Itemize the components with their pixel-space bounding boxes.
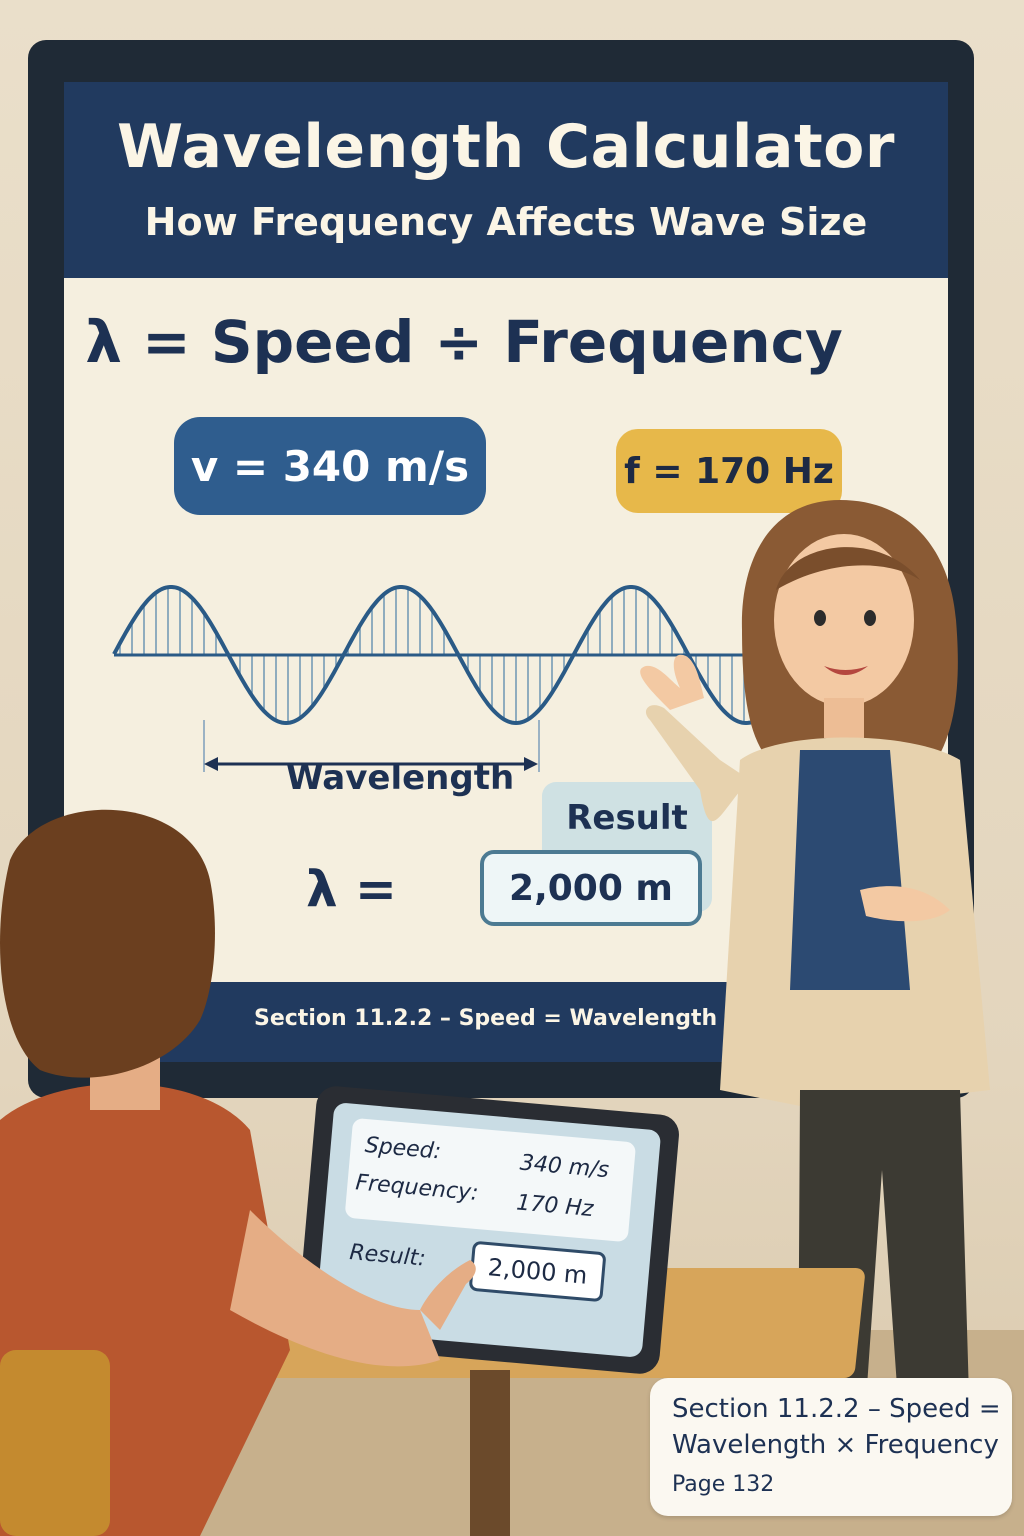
student-figure bbox=[0, 809, 476, 1536]
student-finger bbox=[420, 1260, 476, 1330]
student-hair bbox=[0, 809, 215, 1078]
lambda-equals: λ = bbox=[306, 860, 397, 918]
board-subtitle: How Frequency Affects Wave Size bbox=[144, 200, 868, 244]
teacher-neck bbox=[824, 698, 864, 738]
caption-page: Page 132 bbox=[672, 1472, 775, 1497]
teacher-eye-right bbox=[864, 610, 876, 626]
teacher-eye-left bbox=[814, 610, 826, 626]
result-label: Result bbox=[566, 798, 688, 838]
student-chair bbox=[0, 1350, 110, 1536]
frequency-pill: f = 170 Hz bbox=[616, 429, 842, 513]
caption-line-1: Section 11.2.2 – Speed = bbox=[672, 1394, 1001, 1424]
teacher-figure bbox=[640, 500, 990, 1430]
wavelength-label: Wavelength bbox=[286, 758, 515, 798]
board-title: Wavelength Calculator bbox=[117, 112, 895, 182]
result-value-box: 2,000 m bbox=[480, 850, 702, 926]
desk-leg bbox=[470, 1370, 510, 1536]
wavelength-formula: λ = Speed ÷ Frequency bbox=[85, 308, 843, 376]
teacher-hand-raised bbox=[640, 654, 704, 710]
teacher-hand-front bbox=[860, 886, 950, 922]
speed-pill: v = 340 m/s bbox=[174, 417, 486, 515]
teacher-arm-raised bbox=[645, 705, 750, 822]
caption-line-2: Wavelength × Frequency bbox=[672, 1430, 999, 1460]
teacher-face bbox=[774, 534, 914, 706]
wavelength-arrowhead-right bbox=[524, 757, 538, 771]
wavelength-arrowhead-left bbox=[204, 757, 218, 771]
teacher-bangs bbox=[776, 547, 920, 590]
board-header bbox=[64, 82, 948, 278]
sine-wave bbox=[112, 585, 786, 726]
teacher-smile bbox=[824, 666, 868, 675]
student-arm bbox=[230, 1210, 440, 1367]
caption-box: Section 11.2.2 – Speed = Wavelength × Fr… bbox=[650, 1378, 1012, 1516]
teacher-shirt bbox=[790, 750, 910, 990]
